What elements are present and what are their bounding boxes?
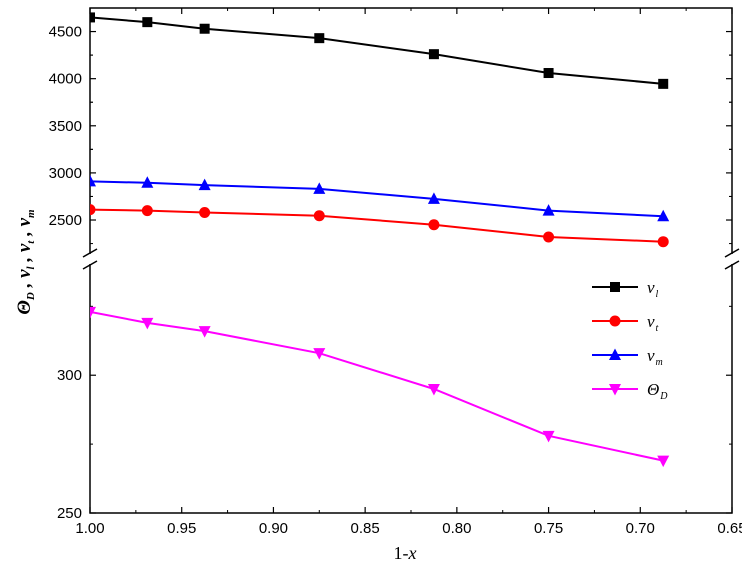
legend-marker — [609, 384, 621, 396]
data-point — [142, 17, 153, 28]
data-point — [427, 384, 440, 396]
series-line — [90, 16, 664, 85]
x-tick-label: 0.75 — [534, 520, 563, 537]
data-point — [90, 174, 96, 187]
data-point — [141, 317, 154, 330]
y-tick-label: 3000 — [49, 165, 82, 182]
break-mark — [724, 260, 740, 270]
x-tick-label: 0.90 — [259, 520, 288, 537]
series-v-m — [90, 174, 670, 222]
legend-item: vm — [592, 346, 663, 368]
y-tick-label: 2500 — [49, 212, 82, 229]
y-tick-label: 300 — [57, 367, 82, 384]
data-point — [313, 182, 326, 194]
x-axis: 1.00 0.95 0.90 0.85 0.80 0.75 0.70 0.65 — [75, 8, 742, 537]
y-tick-label: 4000 — [49, 71, 82, 88]
data-point — [658, 78, 669, 89]
series-line — [90, 310, 664, 462]
x-tick-label: 0.65 — [717, 520, 742, 537]
data-point — [314, 33, 325, 44]
x-axis-label: 1-x — [394, 543, 417, 563]
break-mark — [82, 248, 98, 258]
series-layer — [90, 12, 670, 468]
series-Θ-D — [90, 306, 670, 468]
y-tick-label: 3500 — [49, 118, 82, 135]
series-v-t — [90, 204, 669, 248]
data-point — [657, 236, 669, 248]
break-mark — [82, 260, 98, 270]
data-point — [428, 49, 439, 60]
break-mark — [724, 248, 740, 258]
data-point — [141, 176, 154, 188]
y-axis: 2500 3000 3500 4000 4500 250 300 — [49, 7, 732, 522]
break-gap-right — [726, 254, 738, 264]
legend-marker — [609, 348, 621, 360]
data-point — [90, 306, 96, 319]
x-tick-label: 0.85 — [351, 520, 380, 537]
series-line — [90, 208, 664, 243]
data-point — [657, 455, 670, 468]
data-point — [542, 430, 555, 443]
plot-frame — [89, 7, 733, 514]
data-point — [199, 23, 210, 34]
data-point — [90, 204, 96, 216]
data-point — [542, 204, 555, 216]
y-axis-label: ΘD , vl , vt , vm — [14, 209, 37, 315]
series-v-l — [90, 12, 669, 89]
data-point — [543, 68, 554, 79]
legend-marker — [609, 315, 621, 327]
data-point — [427, 192, 440, 204]
legend-label: vt — [647, 312, 659, 334]
legend-label: vm — [647, 346, 663, 368]
legend-label: ΘD — [647, 380, 668, 402]
data-point — [543, 231, 555, 243]
data-point — [141, 205, 153, 217]
legend-item: ΘD — [592, 380, 668, 402]
legend-marker — [610, 282, 620, 292]
legend-item: vt — [592, 312, 659, 334]
legend-label: vl — [647, 278, 659, 300]
data-point — [428, 219, 440, 231]
x-tick-label: 0.95 — [167, 520, 196, 537]
y-tick-label: 4500 — [49, 24, 82, 41]
x-tick-label: 0.70 — [626, 520, 655, 537]
plot-border — [89, 7, 733, 514]
data-point — [313, 210, 325, 222]
data-point — [198, 326, 211, 338]
y-tick-label: 250 — [57, 505, 82, 522]
data-point — [313, 348, 326, 360]
x-tick-label: 0.80 — [442, 520, 471, 537]
break-gap-left — [84, 254, 96, 264]
data-point — [657, 209, 670, 222]
data-point — [198, 178, 211, 191]
legend-item: vl — [592, 278, 659, 300]
data-point — [90, 12, 95, 23]
legend: vl vt vm ΘD — [592, 278, 668, 402]
axis-break — [82, 248, 740, 270]
x-tick-label: 1.00 — [75, 520, 104, 537]
data-point — [199, 206, 211, 218]
